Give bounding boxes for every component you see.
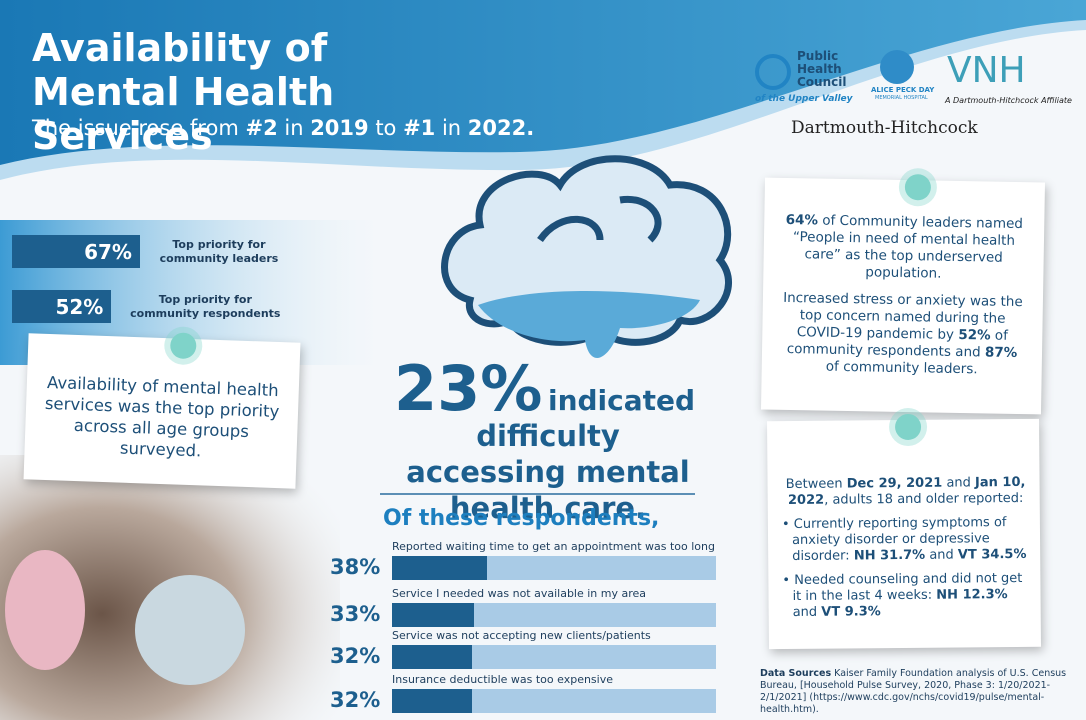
vnh-tagline: A Dartmouth-Hitchcock Affiliate (945, 96, 1072, 105)
text-run: VT 34.5% (957, 546, 1027, 563)
reason-value: 38% (330, 555, 381, 579)
text-run: VT 9.3% (821, 604, 881, 620)
bar (392, 689, 472, 713)
vnh-name: VNH (947, 50, 1026, 91)
survey-text: Between Dec 29, 2021 and Jan 10, 2022, a… (779, 475, 1032, 629)
headline-rest: difficulty accessing mental health care. (406, 419, 690, 525)
text-run: #2 (245, 116, 278, 140)
leaders-text: 64% of Community leaders named “People i… (779, 212, 1026, 389)
text-run: #1 (403, 116, 436, 140)
headline: 23% indicated (394, 352, 695, 425)
bar (392, 603, 475, 627)
bullet: • Currently reporting symptoms of anxiet… (780, 515, 1032, 565)
bullet-dot: • (781, 516, 794, 533)
headline-lead: indicated (547, 384, 696, 417)
phc-name: Public Health Council (797, 49, 847, 89)
age-note-card: Availability of mental health services w… (23, 332, 301, 489)
text-run: Between (785, 476, 847, 493)
intro: Between Dec 29, 2021 and Jan 10, 2022, a… (779, 475, 1031, 509)
title: Availability of Mental Health Services (32, 26, 335, 158)
priority-label: Top priority for community leaders (159, 238, 279, 265)
leaders-card: 64% of Community leaders named “People i… (760, 174, 1046, 415)
priority-value: 67% (84, 240, 132, 264)
bullet-dot: • (782, 572, 795, 589)
text-run: The issue rose from (32, 116, 246, 140)
paragraph: Increased stress or anxiety was the top … (780, 290, 1025, 379)
apd-name: ALICE PECK DAY (871, 86, 935, 94)
apd-sub: MEMORIAL HOSPITAL (875, 95, 928, 101)
apd-icon (880, 50, 914, 84)
text-run: in (277, 116, 311, 140)
text-run: NH 12.3% (936, 587, 1008, 603)
reasons-title: Of these respondents, (383, 506, 660, 531)
priority-bar (12, 235, 140, 268)
phc-icon (755, 54, 791, 90)
text-run: 52% (958, 326, 991, 344)
reason-label: Insurance deductible was too expensive (392, 673, 613, 686)
priority-label: Top priority for community respondents (130, 293, 281, 320)
reason-label: Service was not accepting new clients/pa… (392, 629, 651, 642)
text-run: NH 31.7% (853, 547, 926, 564)
text-run: and (792, 604, 822, 620)
age-note: Availability of mental health services w… (44, 372, 280, 461)
headline-value: 23% (394, 352, 543, 425)
text-run: to (368, 116, 404, 140)
reason-value: 32% (330, 688, 381, 712)
text-run: 64% (785, 211, 819, 229)
text-run: in (435, 116, 468, 140)
reason-value: 32% (330, 644, 381, 668)
text-run: of community leaders. (825, 358, 978, 378)
bullet: • Needed counseling and did not get it i… (780, 571, 1032, 621)
text-run: Dec 29, 2021 (846, 475, 943, 492)
text-run: 2019 (310, 116, 369, 140)
text-run: Data Sources (760, 668, 832, 679)
pin (169, 332, 197, 360)
reason-value: 33% (330, 602, 381, 626)
phc-tagline: of the Upper Valley (755, 94, 853, 104)
pin (904, 174, 932, 201)
text-run: , adults 18 and older reported: (824, 490, 1024, 508)
text-run: of Community leaders named “People in ne… (792, 212, 1024, 282)
text-run: 87% (984, 344, 1018, 362)
pin (894, 413, 922, 441)
paragraph: 64% of Community leaders named “People i… (781, 212, 1026, 284)
priority-value: 52% (55, 295, 104, 319)
text-run: and (942, 475, 976, 491)
text-run: and (925, 547, 958, 563)
text-run: 2022. (467, 116, 535, 140)
survey-card: Between Dec 29, 2021 and Jan 10, 2022, a… (767, 413, 1041, 650)
bar (392, 556, 487, 580)
reason-label: Reported waiting time to get an appointm… (392, 540, 715, 553)
priority-bar (12, 290, 112, 323)
text-run: Kaiser Family Foundation analysis of U.S… (760, 668, 1067, 715)
subtitle: The issue rose from #2 in 2019 to #1 in … (32, 116, 534, 140)
reason-label: Service I needed was not available in my… (392, 587, 647, 600)
bar (392, 645, 472, 669)
logos: Public Health Council of the Upper Valle… (755, 50, 1085, 140)
sources: Data Sources Kaiser Family Foundation an… (760, 668, 1080, 716)
dh-name: Dartmouth-Hitchcock (791, 118, 978, 138)
